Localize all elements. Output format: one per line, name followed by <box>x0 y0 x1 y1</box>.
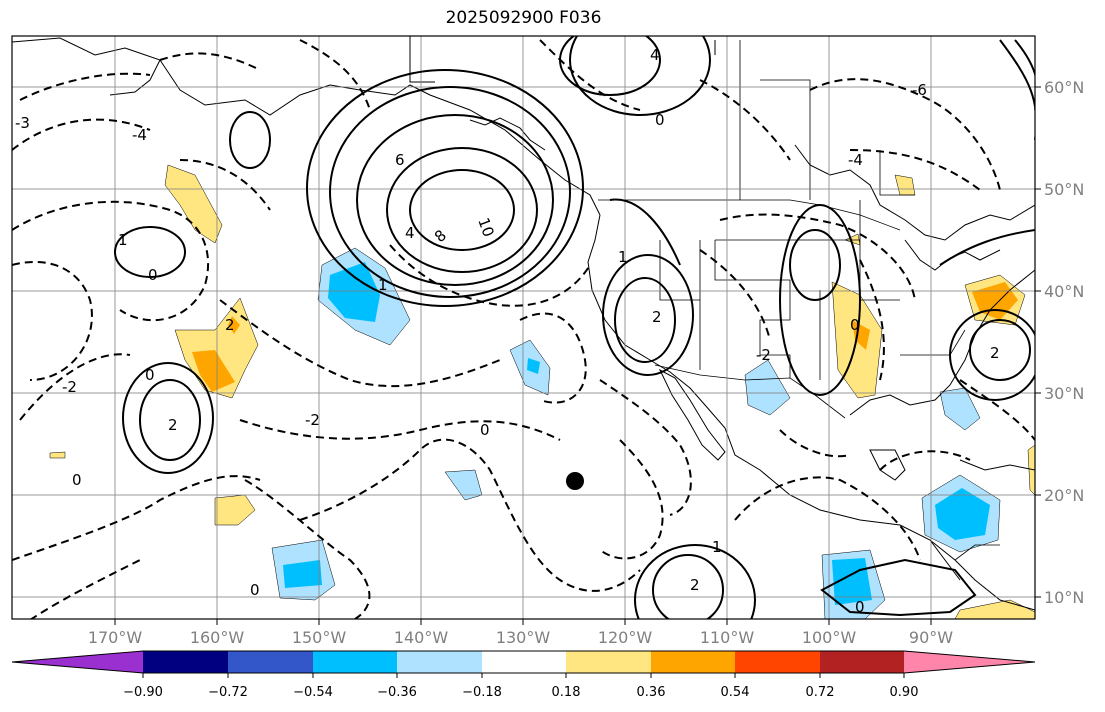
colorbar-tick-label: −0.90 <box>123 685 163 700</box>
contour-label: -6 <box>912 81 927 99</box>
contour-label: 2 <box>168 416 178 434</box>
colorbar-tick-label: 0.90 <box>890 685 919 700</box>
tick-marks <box>114 86 1041 625</box>
contour-label: -3 <box>15 114 30 132</box>
contour-label: -2 <box>305 411 320 429</box>
contour-label: 0 <box>655 111 665 129</box>
colorbar-swatch <box>820 651 904 673</box>
contour-label: 1 <box>618 248 628 266</box>
colorbar-swatch <box>397 651 482 673</box>
contour-label: 0 <box>148 266 158 284</box>
colorbar-swatch <box>735 651 820 673</box>
anomaly-shading <box>49 164 1035 619</box>
contour-label: 0 <box>480 421 490 439</box>
contour-label: 0 <box>250 581 260 599</box>
storm-marker <box>566 472 584 490</box>
contour-label: 2 <box>690 576 700 594</box>
colorbar-tick-label: −0.54 <box>293 685 333 700</box>
lat-tick-label: 20°N <box>1044 486 1084 505</box>
contour-label: 0 <box>72 471 82 489</box>
gridlines <box>12 36 1035 619</box>
longitude-labels: 170°W 160°W 150°W 140°W 130°W 120°W 110°… <box>88 628 953 647</box>
contour-label: -2 <box>62 378 77 396</box>
colorbar-tick-label: 0.54 <box>721 685 750 700</box>
lat-tick-label: 10°N <box>1044 588 1084 607</box>
colorbar-extend-low <box>12 651 143 673</box>
colorbar-swatch <box>566 651 651 673</box>
lon-tick-label: 110°W <box>700 628 755 647</box>
contour-label: 4 <box>405 224 415 242</box>
lon-tick-label: 170°W <box>88 628 143 647</box>
contour-label: 6 <box>395 151 405 169</box>
contour-label: 0 <box>850 316 860 334</box>
contour-labels: 10 8 6 4 1 2 0 1 0 -2 0 -3 -4 -2 0 0 2 1… <box>15 46 1000 616</box>
country-borders <box>598 40 1000 561</box>
map-body: 10 8 6 4 1 2 0 1 0 -2 0 -3 -4 -2 0 0 2 1… <box>12 36 1035 619</box>
lon-tick-label: 160°W <box>190 628 245 647</box>
lat-tick-label: 30°N <box>1044 384 1084 403</box>
contour-label: 0 <box>145 366 155 384</box>
colorbar-tick-label: 0.18 <box>552 685 581 700</box>
lat-tick-label: 40°N <box>1044 282 1084 301</box>
map-title: 2025092900 F036 <box>445 8 602 28</box>
contour-label: 0 <box>855 598 865 616</box>
colorbar-tick-label: −0.18 <box>462 685 502 700</box>
latitude-labels: 60°N 50°N 40°N 30°N 20°N 10°N <box>1044 78 1084 607</box>
colorbar-swatch <box>228 651 313 673</box>
contour-label: -4 <box>848 151 863 169</box>
contour-label: 1 <box>118 231 128 249</box>
contour-label: 1 <box>712 538 722 556</box>
contour-label: -2 <box>756 346 771 364</box>
contour-label: 10 <box>474 215 497 239</box>
colorbar-swatch <box>482 651 566 673</box>
contour-label: 2 <box>652 308 662 326</box>
lon-tick-label: 120°W <box>598 628 653 647</box>
lon-tick-label: 90°W <box>909 628 953 647</box>
colorbar-extend-high <box>904 651 1035 673</box>
negative-contours <box>12 39 1035 619</box>
colorbar-swatch <box>651 651 735 673</box>
contour-label: 2 <box>990 344 1000 362</box>
colorbar-swatch <box>313 651 397 673</box>
colorbar-swatch <box>143 651 228 673</box>
lat-tick-label: 60°N <box>1044 78 1084 97</box>
colorbar-tick-label: −0.36 <box>377 685 417 700</box>
positive-contours <box>114 36 1035 619</box>
lon-tick-label: 150°W <box>292 628 347 647</box>
lon-tick-label: 130°W <box>496 628 551 647</box>
colorbar-tick-label: 0.72 <box>806 685 835 700</box>
contour-label: -4 <box>132 126 147 144</box>
lat-tick-label: 50°N <box>1044 180 1084 199</box>
colorbar-tick-label: 0.36 <box>637 685 666 700</box>
contour-label: 1 <box>378 276 388 294</box>
contour-label: 4 <box>650 46 660 64</box>
colorbar: −0.90 −0.72 −0.54 −0.36 −0.18 0.18 0.36 … <box>11 650 1036 700</box>
colorbar-tick-label: −0.72 <box>208 685 248 700</box>
contour-label: 2 <box>225 316 235 334</box>
coastlines <box>12 36 1035 611</box>
lon-tick-label: 100°W <box>802 628 857 647</box>
lon-tick-label: 140°W <box>394 628 449 647</box>
